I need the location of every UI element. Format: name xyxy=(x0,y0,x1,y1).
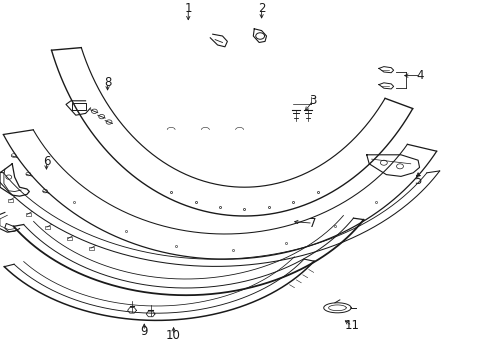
Text: 5: 5 xyxy=(413,174,421,186)
Text: 3: 3 xyxy=(308,94,316,107)
Bar xyxy=(89,247,94,249)
Text: 4: 4 xyxy=(416,69,424,82)
Text: 10: 10 xyxy=(166,329,181,342)
Text: 7: 7 xyxy=(308,217,316,230)
Bar xyxy=(66,237,71,240)
Bar xyxy=(26,213,31,216)
Text: 1: 1 xyxy=(184,3,192,15)
Text: 9: 9 xyxy=(140,325,148,338)
Text: 2: 2 xyxy=(257,3,265,15)
Text: 6: 6 xyxy=(42,156,50,168)
Bar xyxy=(8,199,13,202)
Bar xyxy=(45,226,50,229)
Text: 8: 8 xyxy=(103,76,111,89)
Text: 11: 11 xyxy=(344,319,359,332)
